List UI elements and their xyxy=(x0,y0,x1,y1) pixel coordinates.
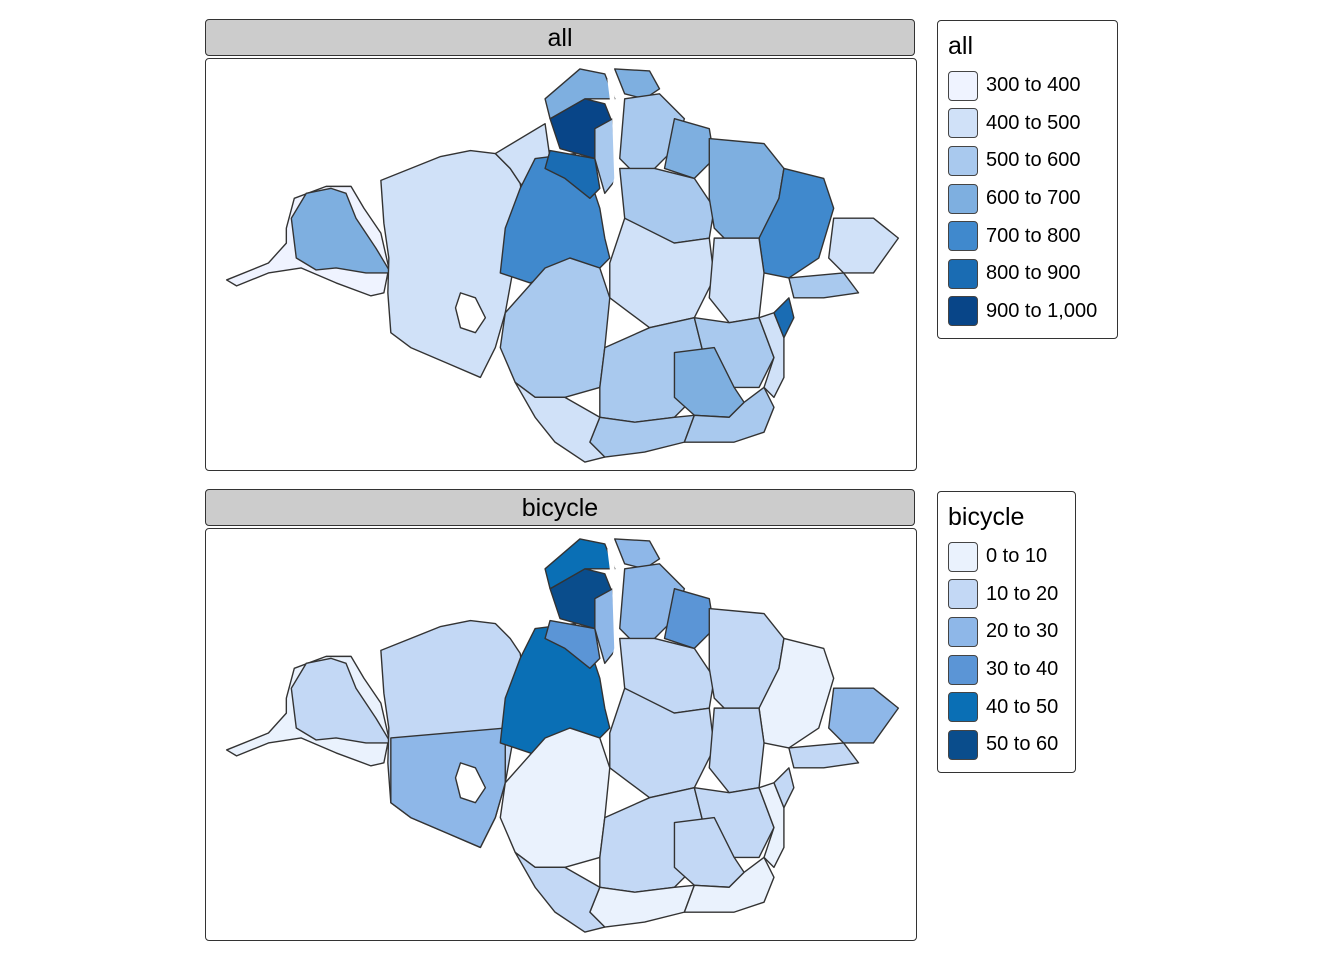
map-panel-all[interactable] xyxy=(205,58,917,471)
legend-label: 800 to 900 xyxy=(986,262,1081,285)
legend-swatch xyxy=(948,296,978,327)
legend-item: 30 to 40 xyxy=(948,651,1065,689)
legend-label: 40 to 50 xyxy=(986,695,1059,718)
legend-bicycle: bicycle 0 to 10 10 to 20 20 to 30 30 to … xyxy=(937,491,1076,773)
map-all xyxy=(225,68,900,463)
river xyxy=(607,548,620,679)
region-coast-east-2[interactable] xyxy=(773,767,795,809)
legend-label: 10 to 20 xyxy=(986,582,1059,605)
legend-swatch xyxy=(948,654,978,685)
legend-item: 400 to 500 xyxy=(948,105,1107,143)
map-bicycle xyxy=(225,538,900,933)
region-center-2[interactable] xyxy=(708,237,765,324)
region-east-5[interactable] xyxy=(828,687,900,744)
region-west-1[interactable] xyxy=(290,657,392,744)
region-south-3[interactable] xyxy=(683,386,775,443)
legend-label: 30 to 40 xyxy=(986,658,1059,681)
region-south-2[interactable] xyxy=(514,381,606,463)
region-east-6[interactable] xyxy=(788,272,860,299)
region-north-4[interactable] xyxy=(594,118,618,195)
region-east-river-1[interactable] xyxy=(614,68,661,100)
legend-item: 500 to 600 xyxy=(948,142,1107,180)
legend-item: 40 to 50 xyxy=(948,688,1065,726)
facet-strip-all: all xyxy=(205,19,915,56)
legend-item: 20 to 30 xyxy=(948,613,1065,651)
legend-all: all 300 to 400 400 to 500 500 to 600 600… xyxy=(937,20,1118,340)
legend-swatch xyxy=(948,541,978,572)
legend-label: 700 to 800 xyxy=(986,224,1081,247)
legend-item: 700 to 800 xyxy=(948,217,1107,255)
region-north-4[interactable] xyxy=(594,588,618,665)
legend-swatch xyxy=(948,616,978,647)
region-east-1[interactable] xyxy=(663,588,715,650)
legend-swatch xyxy=(948,258,978,289)
region-west-2[interactable] xyxy=(380,149,526,379)
legend-label: 600 to 700 xyxy=(986,187,1081,210)
legend-item: 0 to 10 xyxy=(948,538,1065,576)
legend-item: 10 to 20 xyxy=(948,576,1065,614)
legend-label: 900 to 1,000 xyxy=(986,299,1098,322)
legend-swatch xyxy=(948,692,978,723)
legend-swatch xyxy=(948,108,978,139)
legend-item: 300 to 400 xyxy=(948,67,1107,105)
legend-label: 20 to 30 xyxy=(986,620,1059,643)
legend-swatch xyxy=(948,579,978,610)
map-panel-bicycle[interactable] xyxy=(205,528,917,941)
region-west-1[interactable] xyxy=(290,187,392,274)
legend-item: 800 to 900 xyxy=(948,255,1107,293)
legend-item: 900 to 1,000 xyxy=(948,293,1107,331)
region-coast-east-2[interactable] xyxy=(773,297,795,339)
region-south-2[interactable] xyxy=(514,851,606,933)
legend-swatch xyxy=(948,70,978,101)
legend-label: 0 to 10 xyxy=(986,545,1048,568)
legend-label: 500 to 600 xyxy=(986,149,1081,172)
legend-swatch xyxy=(948,221,978,252)
legend-swatch xyxy=(948,729,978,760)
region-south-1[interactable] xyxy=(589,414,696,458)
region-center-2[interactable] xyxy=(708,707,765,794)
region-inland[interactable] xyxy=(454,292,487,334)
legend-title-all: all xyxy=(948,32,974,60)
legend-swatch xyxy=(948,183,978,214)
legend-label: 50 to 60 xyxy=(986,733,1059,756)
legend-label: 300 to 400 xyxy=(986,74,1081,97)
legend-swatch xyxy=(948,145,978,176)
legend-item: 50 to 60 xyxy=(948,726,1065,764)
region-east-river-1[interactable] xyxy=(614,538,661,570)
region-south-1[interactable] xyxy=(589,884,696,928)
region-inland[interactable] xyxy=(454,762,487,804)
region-east-5[interactable] xyxy=(828,217,900,274)
facet-strip-bicycle: bicycle xyxy=(205,489,915,526)
river xyxy=(607,78,620,209)
region-east-1[interactable] xyxy=(663,118,715,180)
legend-label: 400 to 500 xyxy=(986,111,1081,134)
legend-title-bicycle: bicycle xyxy=(948,503,1025,531)
region-east-6[interactable] xyxy=(788,742,860,769)
region-south-3[interactable] xyxy=(683,856,775,913)
legend-item: 600 to 700 xyxy=(948,180,1107,218)
region-west-3[interactable] xyxy=(390,727,506,849)
